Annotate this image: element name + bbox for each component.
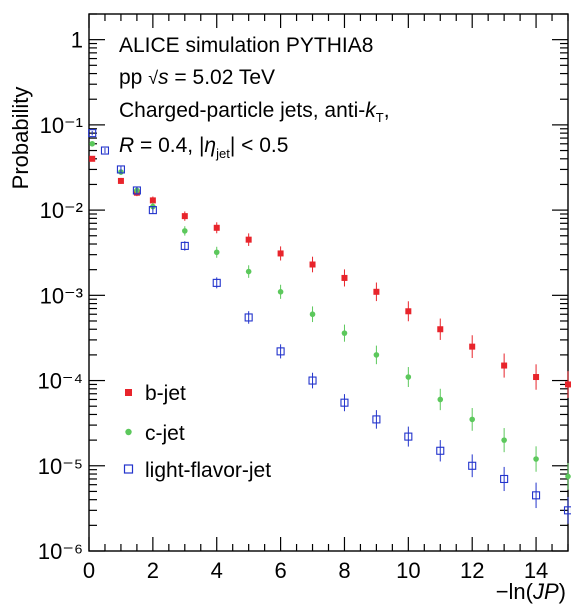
legend-marker-b-jet bbox=[125, 389, 132, 396]
legend-marker-light-flavor-jet bbox=[123, 464, 134, 474]
data-point bbox=[500, 474, 509, 484]
data-point bbox=[244, 313, 253, 322]
data-point bbox=[308, 376, 317, 385]
data-point bbox=[563, 506, 571, 515]
series-light-flavor-jet bbox=[88, 129, 571, 524]
annotation-line-1: ALICE simulation PYTHIA8 bbox=[119, 34, 373, 57]
annotation-line-2: pp √s = 5.02 TeV bbox=[119, 66, 275, 89]
x-tick-label: 2 bbox=[147, 558, 159, 583]
data-point bbox=[148, 206, 157, 215]
data-point bbox=[116, 165, 125, 174]
data-point bbox=[341, 330, 348, 336]
data-point bbox=[405, 308, 412, 315]
axis-ticks bbox=[88, 13, 569, 552]
data-point bbox=[341, 274, 348, 281]
data-point bbox=[437, 326, 444, 333]
data-point bbox=[373, 352, 380, 358]
x-tick-label: 14 bbox=[524, 558, 548, 583]
series-b-jet bbox=[89, 155, 571, 398]
data-point bbox=[469, 416, 476, 423]
data-point bbox=[437, 396, 444, 403]
x-tick-labels: 0 2 4 6 8 10 12 14 bbox=[83, 558, 548, 583]
data-point bbox=[245, 268, 252, 275]
y-tick-label: 1 bbox=[71, 28, 83, 53]
annotation-line-4: R = 0.4, |ηjet| < 0.5 bbox=[119, 134, 288, 161]
data-point bbox=[88, 129, 97, 138]
data-point bbox=[277, 250, 284, 257]
data-point bbox=[532, 491, 541, 500]
data-point bbox=[405, 374, 412, 380]
data-point bbox=[469, 343, 476, 350]
y-tick-label: 10⁻⁶ bbox=[38, 539, 83, 564]
data-series bbox=[88, 129, 571, 524]
data-point bbox=[276, 347, 285, 356]
x-tick-label: 4 bbox=[211, 558, 223, 583]
data-point bbox=[533, 374, 540, 381]
data-point bbox=[373, 288, 380, 295]
data-point bbox=[565, 473, 571, 480]
data-point bbox=[89, 140, 95, 147]
data-point bbox=[213, 224, 220, 231]
y-tick-label: 10⁻⁵ bbox=[38, 454, 83, 479]
data-point bbox=[309, 311, 316, 318]
annotation-line-3: Charged-particle jets, anti-kT, bbox=[119, 99, 390, 125]
data-point bbox=[372, 415, 381, 424]
data-point bbox=[100, 146, 110, 155]
data-point bbox=[404, 432, 413, 441]
data-point bbox=[436, 446, 445, 455]
y-tick-label: 10⁻³ bbox=[40, 283, 83, 308]
data-point bbox=[117, 177, 124, 184]
data-point bbox=[245, 236, 252, 243]
data-point bbox=[501, 437, 507, 443]
y-axis-title: Probability bbox=[8, 87, 33, 190]
y-tick-label: 10⁻² bbox=[40, 198, 83, 223]
data-point bbox=[132, 186, 141, 195]
data-point bbox=[213, 249, 220, 256]
data-point bbox=[212, 278, 221, 287]
y-tick-labels: 1 10⁻¹ 10⁻² 10⁻³ 10⁻⁴ 10⁻⁵ 10⁻⁶ bbox=[37, 28, 83, 564]
data-point bbox=[89, 155, 96, 162]
data-point bbox=[565, 381, 571, 388]
data-point bbox=[309, 261, 316, 268]
x-axis-title: −ln(JP) bbox=[496, 579, 566, 604]
data-point bbox=[533, 456, 539, 462]
data-point bbox=[182, 228, 188, 234]
legend-label-light-flavor-jet: light-flavor-jet bbox=[145, 459, 271, 482]
data-point bbox=[468, 461, 477, 470]
x-tick-label: 8 bbox=[338, 558, 350, 583]
legend-label-c-jet: c-jet bbox=[145, 422, 185, 445]
legend-label-b-jet: b-jet bbox=[145, 382, 186, 405]
x-tick-label: 6 bbox=[274, 558, 286, 583]
data-point bbox=[180, 241, 189, 250]
y-tick-label: 10⁻⁴ bbox=[37, 369, 83, 394]
annotation-block: ALICE simulation PYTHIA8 pp √s = 5.02 Te… bbox=[119, 34, 390, 161]
x-tick-label: 12 bbox=[460, 558, 484, 583]
data-point bbox=[501, 362, 508, 369]
legend: b-jet c-jet light-flavor-jet bbox=[123, 382, 271, 482]
data-point bbox=[340, 398, 349, 407]
x-tick-label: 10 bbox=[396, 558, 420, 583]
data-point bbox=[277, 288, 284, 295]
x-tick-label: 0 bbox=[83, 558, 95, 583]
data-point bbox=[181, 213, 188, 220]
data-point bbox=[149, 197, 156, 204]
legend-marker-c-jet bbox=[125, 428, 132, 436]
y-tick-label: 10⁻¹ bbox=[40, 113, 83, 138]
